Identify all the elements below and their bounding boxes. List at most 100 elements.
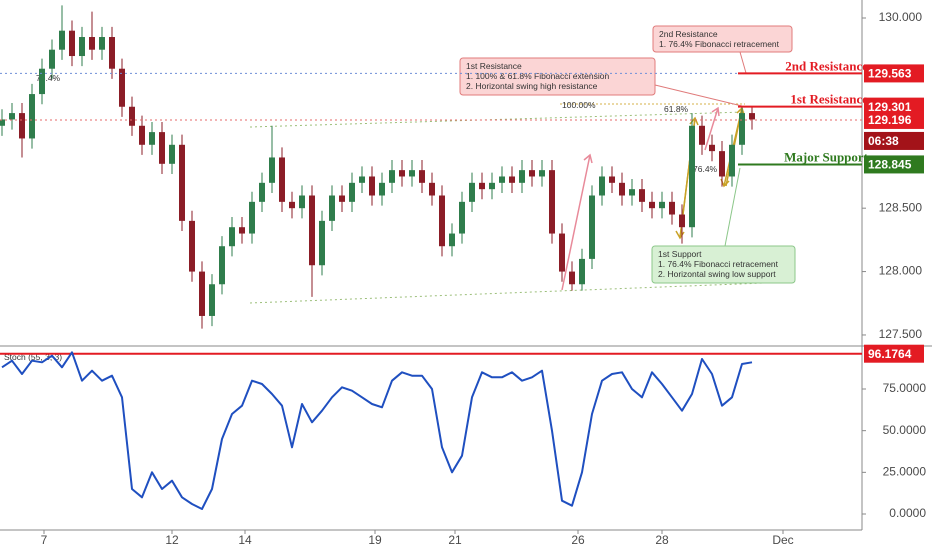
- candle-body: [559, 233, 565, 272]
- candle-body: [29, 94, 35, 139]
- candle-body: [519, 170, 525, 183]
- candle-body: [359, 176, 365, 183]
- arrows: [561, 106, 720, 291]
- x-tick-label: 12: [165, 533, 179, 547]
- candle-body: [569, 271, 575, 285]
- countdown-bg: [864, 131, 924, 150]
- candle-body: [279, 157, 285, 202]
- candle-body: [649, 201, 655, 209]
- candle-body: [479, 182, 485, 190]
- candle-body: [589, 195, 595, 259]
- fib-label: 76.4%: [36, 73, 61, 83]
- level-name: Major Support: [784, 149, 869, 164]
- candles: [0, 5, 755, 329]
- callout-box: [651, 245, 796, 284]
- callout-text: 1st Support: [658, 249, 702, 259]
- candle-body: [389, 170, 395, 183]
- callout: 2nd Resistance 1. 76.4% Fibonacci retrac…: [652, 25, 793, 53]
- callout-text: 2nd Resistance: [659, 29, 718, 39]
- fib-label: 100.00%: [562, 100, 596, 110]
- candle-body: [399, 170, 405, 177]
- candle-body: [89, 37, 95, 50]
- candle-body: [199, 271, 205, 316]
- candle-body: [349, 182, 355, 202]
- level-name: 1st Resistance: [790, 92, 868, 107]
- candle-body: [299, 195, 305, 209]
- stoch-line: [1, 351, 753, 510]
- callout-connector: [724, 167, 741, 247]
- callout-text: 2. Horizontal swing low support: [658, 269, 776, 279]
- level-label-bg: [864, 110, 924, 129]
- x-tick-label: 28: [655, 533, 669, 547]
- level-label: 128.845: [868, 158, 912, 172]
- candle-body: [129, 106, 135, 126]
- callout-text: 1. 100% & 61.8% Fibonacci extension: [466, 71, 609, 81]
- candle-body: [489, 182, 495, 190]
- indicator-name: Stoch (55, 3, 3): [4, 352, 62, 362]
- candle-body: [409, 170, 415, 177]
- candle-body: [609, 176, 615, 183]
- arrow: [704, 106, 720, 151]
- candle-body: [439, 195, 445, 247]
- candle-body: [119, 68, 125, 107]
- candle-body: [259, 182, 265, 202]
- candle-body: [169, 144, 175, 164]
- level-label: 129.196: [868, 113, 912, 127]
- candle-body: [329, 195, 335, 221]
- callout-box: [459, 57, 656, 96]
- channel-line: [249, 281, 791, 304]
- candle-body: [209, 284, 215, 316]
- candle-body: [699, 125, 705, 145]
- candle-body: [709, 144, 715, 152]
- candle-body: [99, 37, 105, 50]
- candle-body: [639, 189, 645, 202]
- candle-body: [69, 30, 75, 57]
- y-tick-label: 0.0000: [889, 506, 926, 520]
- candle-body: [179, 144, 185, 221]
- callout: 1st Resistance 1. 100% & 61.8% Fibonacci…: [459, 57, 656, 96]
- candle-body: [79, 37, 85, 57]
- candle-body: [689, 125, 695, 228]
- callout-text: 2. Horizontal swing high resistance: [466, 81, 598, 91]
- candle-body: [19, 113, 25, 139]
- candle-body: [249, 201, 255, 234]
- candle-body: [0, 119, 5, 126]
- candle-body: [629, 189, 635, 196]
- level-label-bg: [864, 64, 924, 83]
- candle-body: [459, 201, 465, 234]
- fib-label: 76.4%: [693, 164, 718, 174]
- y-tick-label: 25.0000: [883, 465, 927, 479]
- candle-body: [49, 49, 55, 69]
- x-tick-label: 19: [368, 533, 382, 547]
- callout: 1st Support 1. 76.4% Fibonacci retraceme…: [651, 245, 796, 284]
- level-label-bg: [864, 344, 924, 363]
- candle-body: [719, 151, 725, 177]
- candle-body: [599, 176, 605, 196]
- candle-body: [339, 195, 345, 202]
- candle-body: [159, 132, 165, 164]
- candle-body: [109, 37, 115, 69]
- x-tick-label: 26: [571, 533, 585, 547]
- candle-body: [739, 113, 745, 145]
- candle-body: [289, 201, 295, 209]
- candle-body: [239, 227, 245, 234]
- candle-body: [539, 170, 545, 177]
- callout-text: 1. 76.4% Fibonacci retracement: [658, 259, 779, 269]
- callout-connector: [739, 51, 747, 74]
- callout-connector: [654, 84, 743, 107]
- candle-body: [449, 233, 455, 247]
- level-label: 96.1764: [868, 347, 912, 361]
- level-label-bg: [864, 155, 924, 174]
- x-tick-label: Dec: [772, 533, 793, 547]
- candle-body: [429, 182, 435, 196]
- candle-body: [379, 182, 385, 196]
- candle-body: [139, 125, 145, 145]
- level-label: 129.301: [868, 100, 912, 114]
- y-tick-label: 75.0000: [883, 381, 927, 395]
- level-label: 129.563: [868, 67, 912, 81]
- candle-body: [749, 113, 755, 120]
- candle-body: [529, 170, 535, 177]
- candle-body: [729, 144, 735, 177]
- arrow: [561, 153, 593, 291]
- candle-body: [269, 157, 275, 183]
